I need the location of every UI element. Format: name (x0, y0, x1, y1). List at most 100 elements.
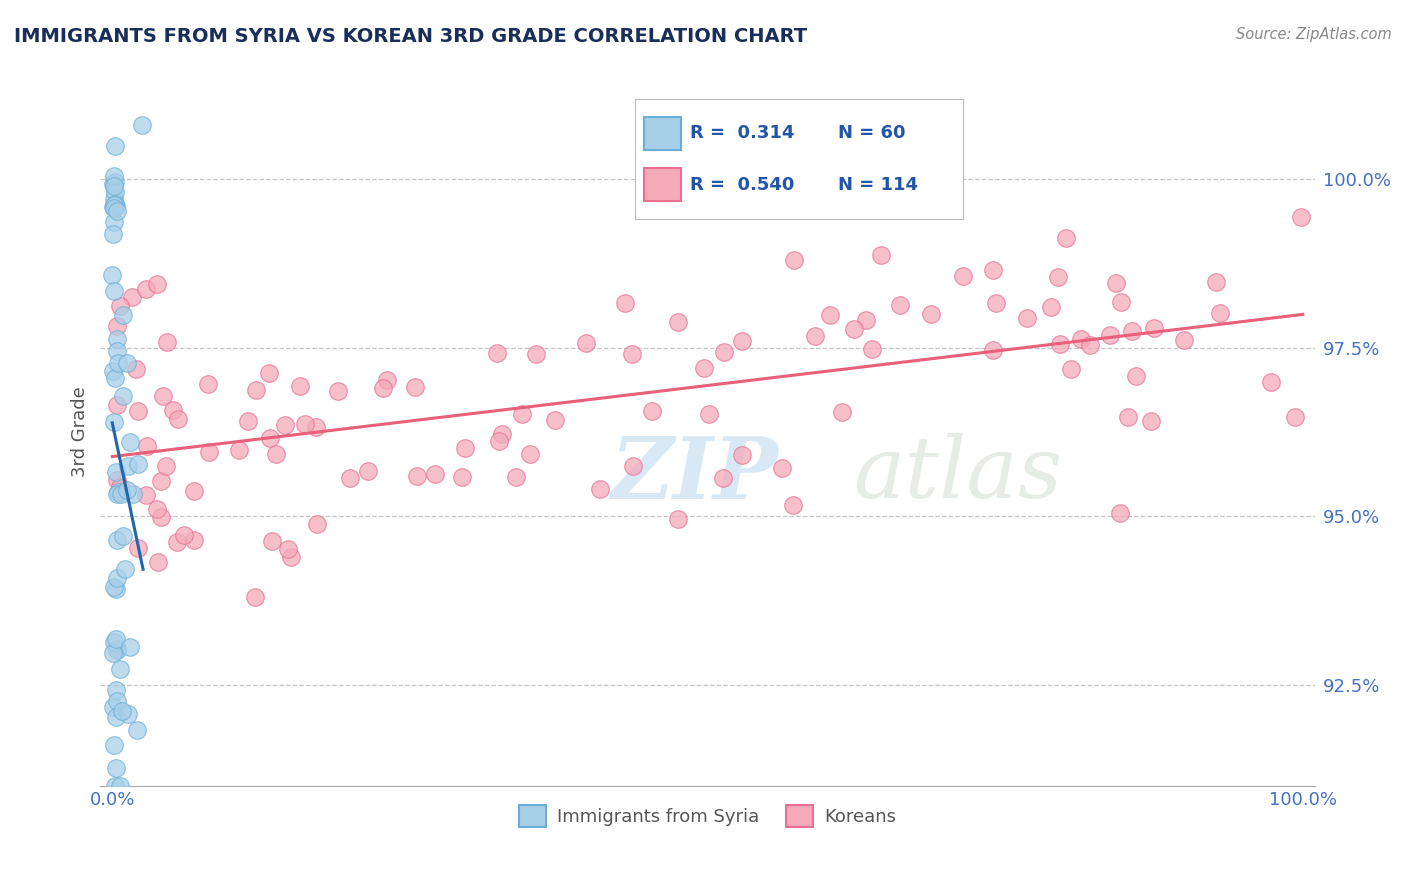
Point (328, 384, 350, 398)
Point (451, 470, 474, 484)
Point (589, 483, 612, 497)
Point (105, 641, 128, 656)
Point (173, 528, 195, 542)
Point (115, 356, 138, 370)
Text: Source: ZipAtlas.com: Source: ZipAtlas.com (1236, 27, 1392, 42)
Point (1125, 368, 1147, 383)
Point (524, 347, 547, 361)
Point (105, 571, 128, 585)
Point (1208, 306, 1230, 320)
Point (488, 434, 510, 448)
Point (1046, 269, 1069, 284)
Point (920, 307, 942, 321)
Point (146, 277, 169, 292)
Point (641, 404, 664, 418)
Point (117, 706, 139, 721)
Point (131, 118, 153, 132)
Point (1140, 414, 1163, 428)
Point (666, 512, 689, 526)
Point (869, 248, 891, 262)
Point (108, 780, 131, 794)
Point (162, 403, 184, 417)
Point (105, 204, 128, 219)
Point (621, 459, 644, 474)
Point (108, 479, 131, 493)
Point (1049, 337, 1071, 351)
Point (127, 541, 149, 555)
Point (305, 420, 328, 434)
Point (103, 198, 125, 212)
Point (375, 373, 398, 387)
Point (692, 361, 714, 376)
Point (103, 416, 125, 430)
Point (111, 704, 134, 718)
Point (505, 470, 527, 484)
Point (104, 175, 127, 189)
Point (1078, 338, 1101, 352)
Point (114, 562, 136, 576)
Point (107, 694, 129, 708)
Point (103, 200, 125, 214)
Point (104, 199, 127, 213)
Point (111, 308, 134, 322)
Point (274, 418, 297, 433)
Point (104, 370, 127, 384)
Point (197, 376, 219, 391)
Point (105, 533, 128, 548)
Point (228, 443, 250, 458)
Point (121, 290, 143, 304)
Point (855, 313, 877, 327)
Point (620, 347, 643, 361)
Point (1121, 324, 1143, 338)
Point (981, 343, 1004, 358)
Point (1060, 362, 1083, 376)
Point (117, 459, 139, 474)
Point (127, 457, 149, 471)
Point (104, 761, 127, 775)
Point (818, 308, 841, 322)
Point (105, 319, 128, 334)
Point (699, 408, 721, 422)
Point (454, 442, 477, 456)
Point (713, 344, 735, 359)
Point (804, 329, 827, 343)
Point (112, 529, 135, 543)
Point (104, 186, 127, 200)
Point (730, 334, 752, 349)
Point (889, 298, 911, 312)
Point (105, 343, 128, 358)
Point (666, 315, 689, 329)
Point (357, 464, 380, 478)
Point (103, 700, 125, 714)
Point (1070, 332, 1092, 346)
Point (127, 404, 149, 418)
Point (135, 488, 157, 502)
Point (104, 196, 127, 211)
Point (423, 467, 446, 482)
Y-axis label: 3rd Grade: 3rd Grade (72, 386, 89, 477)
Point (149, 510, 172, 524)
Point (103, 634, 125, 648)
Point (491, 426, 513, 441)
Point (156, 335, 179, 350)
Point (236, 414, 259, 428)
Point (121, 487, 143, 501)
Point (544, 413, 567, 427)
Point (166, 412, 188, 426)
Point (277, 541, 299, 556)
Point (842, 322, 865, 336)
Point (1109, 295, 1132, 310)
Point (770, 460, 793, 475)
Point (183, 533, 205, 547)
Point (105, 643, 128, 657)
Point (575, 336, 598, 351)
Point (110, 487, 132, 501)
Point (104, 780, 127, 794)
Point (117, 483, 139, 497)
Point (294, 417, 316, 431)
Point (257, 366, 280, 380)
Point (104, 139, 127, 153)
Point (155, 458, 177, 473)
Point (107, 356, 129, 370)
Point (371, 381, 394, 395)
